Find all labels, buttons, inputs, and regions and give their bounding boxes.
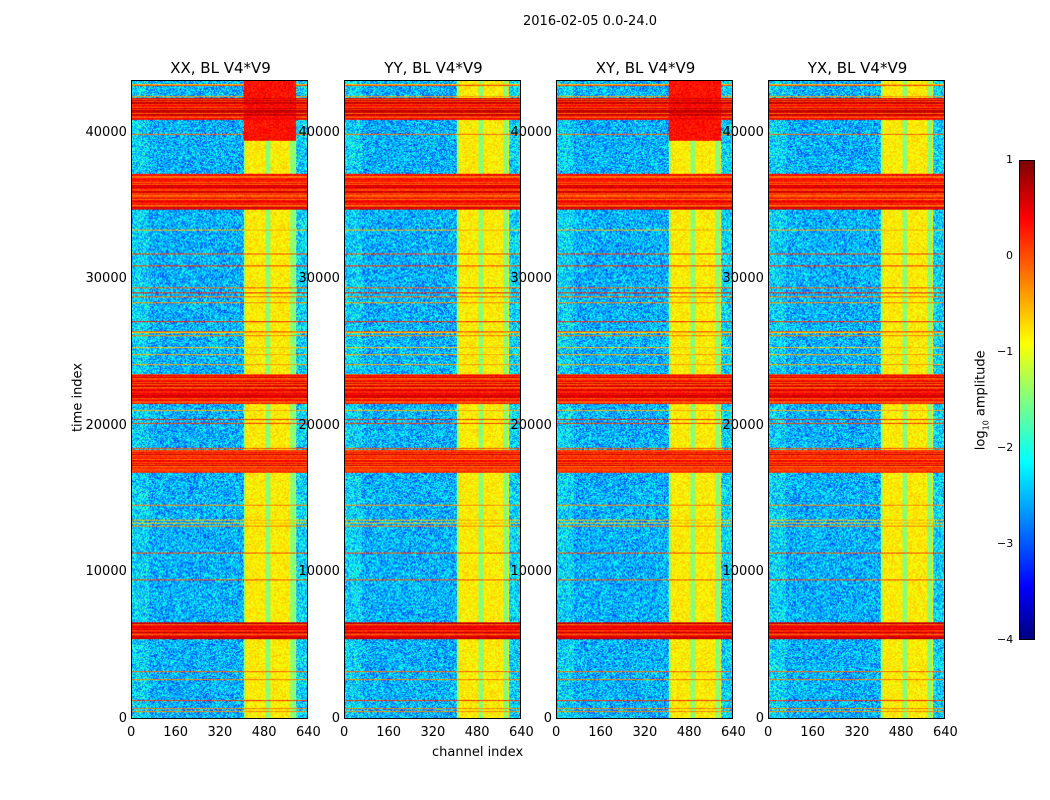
y-tick-label: 10000	[85, 564, 127, 580]
x-tick-label: 480	[251, 725, 277, 740]
y-axis-label: time index	[70, 362, 86, 433]
colorbar-tick-label: −2	[997, 441, 1014, 454]
heatmap-panel-xx: XX, BL V4*V9	[131, 59, 308, 719]
y-tick-label: 20000	[510, 417, 552, 433]
x-tick-label: 640	[721, 725, 746, 740]
panel-title: YX, BL V4*V9	[807, 59, 908, 77]
y-tick-label: 0	[118, 711, 127, 726]
heatmap-image	[557, 81, 732, 718]
colorbar-tick-label: −3	[997, 537, 1014, 550]
colorbar-label: log10 amplitude	[973, 350, 991, 451]
y-tick-label: 20000	[298, 417, 340, 433]
panel-title: YY, BL V4*V9	[384, 59, 483, 77]
y-tick-label: 20000	[85, 417, 127, 433]
y-tick-label: 40000	[298, 124, 340, 140]
colorbar-tick-label: 1	[1006, 153, 1013, 166]
colorbar-tick-label: −1	[997, 345, 1014, 358]
heatmap-panel-yy: YY, BL V4*V9	[344, 59, 521, 719]
x-tick-label: 160	[588, 725, 614, 740]
x-axis-label: channel index	[432, 745, 524, 760]
y-tick-label: 30000	[510, 271, 552, 287]
y-tick-label: 10000	[298, 564, 340, 580]
y-tick-label: 40000	[722, 124, 764, 140]
x-tick-label: 640	[296, 725, 321, 740]
x-tick-label: 480	[888, 725, 914, 740]
x-tick-label: 320	[420, 725, 446, 740]
y-tick-label: 40000	[85, 124, 127, 140]
y-tick-label: 0	[543, 711, 552, 726]
x-tick-label: 160	[163, 725, 189, 740]
x-tick-label: 320	[207, 725, 233, 740]
heatmap-image	[345, 81, 520, 718]
y-tick-label: 0	[755, 711, 764, 726]
x-tick-label: 0	[340, 725, 349, 740]
x-tick-label: 0	[552, 725, 561, 740]
y-tick-label: 30000	[85, 271, 127, 287]
y-tick-label: 0	[331, 711, 340, 726]
heatmap-panel-xy: XY, BL V4*V9	[556, 59, 733, 719]
colorbar-tick-label: 0	[1006, 249, 1013, 262]
y-tick-label: 30000	[298, 271, 340, 287]
colorbar-tick-label: −4	[997, 633, 1014, 646]
x-tick-label: 320	[632, 725, 658, 740]
figure-title: 2016-02-05 0.0-24.0	[523, 14, 657, 29]
x-tick-label: 320	[844, 725, 870, 740]
colorbar	[1019, 160, 1035, 640]
x-tick-label: 640	[933, 725, 958, 740]
y-tick-label: 40000	[510, 124, 552, 140]
x-tick-label: 0	[127, 725, 136, 740]
x-tick-label: 640	[509, 725, 534, 740]
heatmap-image	[769, 81, 944, 718]
panel-title: XY, BL V4*V9	[595, 59, 696, 77]
panel-title: XX, BL V4*V9	[170, 59, 271, 77]
y-tick-label: 10000	[722, 564, 764, 580]
x-tick-label: 0	[764, 725, 773, 740]
y-tick-label: 10000	[510, 564, 552, 580]
x-tick-label: 480	[676, 725, 702, 740]
heatmap-image	[132, 81, 307, 718]
heatmap-panel-yx: YX, BL V4*V9	[768, 59, 945, 719]
x-tick-label: 160	[376, 725, 402, 740]
x-tick-label: 480	[464, 725, 490, 740]
y-tick-label: 30000	[722, 271, 764, 287]
y-tick-label: 20000	[722, 417, 764, 433]
x-tick-label: 160	[800, 725, 826, 740]
